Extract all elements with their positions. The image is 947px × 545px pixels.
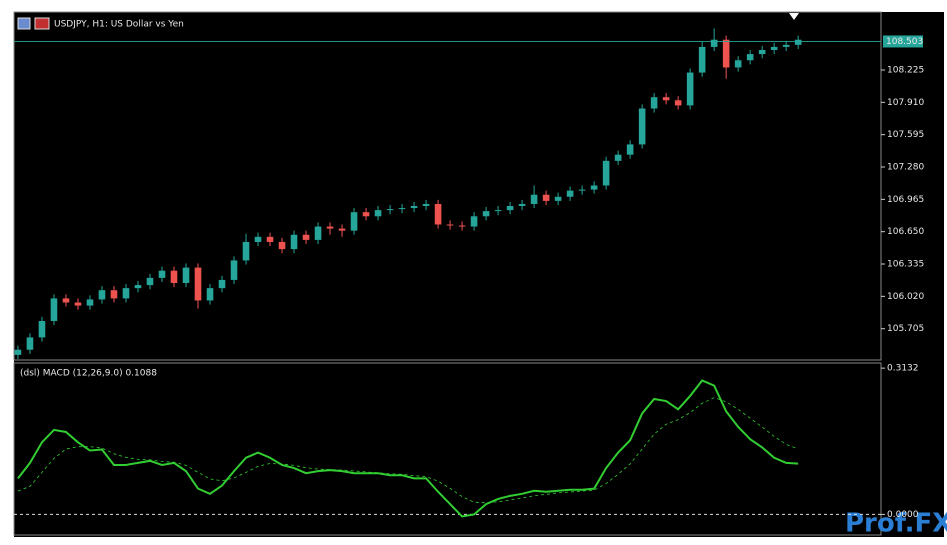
candle-body [674,100,682,106]
candle-body [14,349,22,355]
candle-body [722,39,730,68]
candle-body [758,49,766,55]
candle-body [770,46,778,50]
candle-body [542,194,550,201]
indicator-title: (dsl) MACD (12,26,9.0) 0.1088 [20,369,157,379]
current-price-box [883,35,923,48]
candle-body [146,277,154,286]
candle-body [494,210,502,212]
y-tick-label: 107.595 [887,130,924,140]
candle-body [194,267,202,301]
candle-body [458,225,466,227]
candle-body [686,72,694,106]
flag-icon [34,17,50,30]
candle-body [242,241,250,261]
candle-body [602,160,610,186]
candle-body [74,302,82,306]
candle-body [302,234,310,240]
candle-body [326,226,334,229]
candle-body [182,267,190,284]
y-tick-label: 0.3132 [887,364,919,374]
current-price-label: 108.503 [886,37,923,47]
candle-body [62,298,70,303]
watermark: Prof.FX [845,509,947,539]
candle-body [590,185,598,190]
y-tick-label: 105.705 [887,324,924,334]
candle-body [554,196,562,201]
candle-body [794,39,802,45]
candle-body [662,97,670,101]
candle-body [578,189,586,191]
candle-body [290,234,298,250]
candle-body [446,224,454,226]
candle-body [650,97,658,109]
y-tick-label: 106.335 [887,260,924,270]
candle-body [230,260,238,280]
candle-body [482,211,490,217]
candle-body [734,60,742,68]
y-tick-label: 106.650 [887,227,924,237]
shift-marker [789,13,799,20]
y-tick-label: 107.280 [887,163,924,173]
candle-body [422,203,430,207]
candle-body [410,206,418,209]
candle-body [614,154,622,161]
chart-title: USDJPY, H1: US Dollar vs Yen [54,20,184,30]
y-tick-label: 107.910 [887,98,924,108]
candle-body [710,39,718,47]
y-tick-label: 106.965 [887,195,924,205]
candle-body [530,194,538,204]
candle-body [350,212,358,231]
candle-body [218,279,226,289]
candle-body [278,241,286,250]
y-tick-label: 106.020 [887,292,924,302]
candle-body [206,288,214,301]
candle-body [470,216,478,227]
candle-body [38,320,46,338]
candle-body [638,108,646,145]
candle-body [338,228,346,231]
icon [17,17,31,30]
chart-canvas [14,12,944,537]
y-tick-label: 0.0000 [887,510,919,520]
candle-body [170,270,178,284]
candle-body [254,236,262,242]
candle-body [314,226,322,240]
candle-body [566,190,574,197]
candle-body [386,209,394,211]
candle-body [98,290,106,300]
candle-body [122,288,130,299]
candle-body [134,285,142,289]
candle-body [86,299,94,306]
macd-line [17,379,799,518]
candle-body [110,290,118,299]
candle-body [374,210,382,217]
candle-body [266,236,274,242]
macd-panel [13,362,882,536]
candle-body [158,270,166,278]
candle-body [362,212,370,217]
price-panel [13,11,882,361]
candle-body [506,206,514,211]
candle-body [698,46,706,73]
candle-body [626,144,634,155]
y-tick-label: 108.225 [887,66,924,76]
candle-body [398,208,406,210]
candle-body [434,203,442,225]
candle-body [26,337,34,350]
candle-body [782,44,790,47]
candle-body [518,203,526,207]
candle-body [746,54,754,61]
candle-body [50,298,58,321]
